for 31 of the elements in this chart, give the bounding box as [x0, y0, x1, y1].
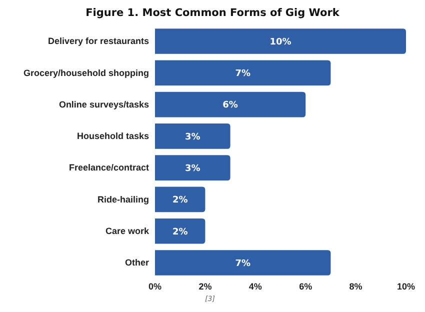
bar	[155, 155, 230, 180]
chart-title: Figure 1. Most Common Forms of Gig Work	[86, 7, 340, 19]
y-tick-label: Ride-hailing	[98, 194, 149, 204]
data-label: 7%	[235, 69, 250, 80]
x-tick-label: 8%	[349, 281, 362, 292]
data-label: 7%	[235, 258, 250, 269]
y-tick-label: Care work	[105, 226, 150, 236]
x-tick-label: 0%	[148, 281, 162, 292]
data-label: 3%	[185, 164, 200, 174]
y-tick-label: Household tasks	[76, 131, 149, 142]
bar	[155, 60, 331, 86]
data-label: 6%	[222, 100, 238, 111]
data-label: 10%	[270, 37, 292, 48]
y-tick-label: Grocery/household shopping	[23, 68, 149, 78]
y-tick-label: Online surveys/tasks	[58, 99, 149, 110]
x-tick-label: 4%	[248, 281, 262, 292]
data-label: 2%	[172, 227, 188, 238]
x-tick-label: 2%	[198, 281, 212, 292]
bar	[155, 186, 206, 212]
data-label: 2%	[172, 196, 188, 206]
y-tick-label: Other	[124, 258, 150, 268]
bar	[155, 218, 206, 244]
x-tick-label: 10%	[396, 281, 416, 292]
bar	[155, 124, 230, 149]
y-tick-label: Freelance/contract	[68, 162, 149, 173]
data-label: 3%	[185, 132, 200, 142]
bar	[155, 28, 406, 54]
y-tick-label: Delivery for restaurants	[48, 36, 149, 46]
x-tick-label: 6%	[299, 281, 312, 292]
bar	[155, 250, 331, 276]
bar	[155, 92, 306, 118]
